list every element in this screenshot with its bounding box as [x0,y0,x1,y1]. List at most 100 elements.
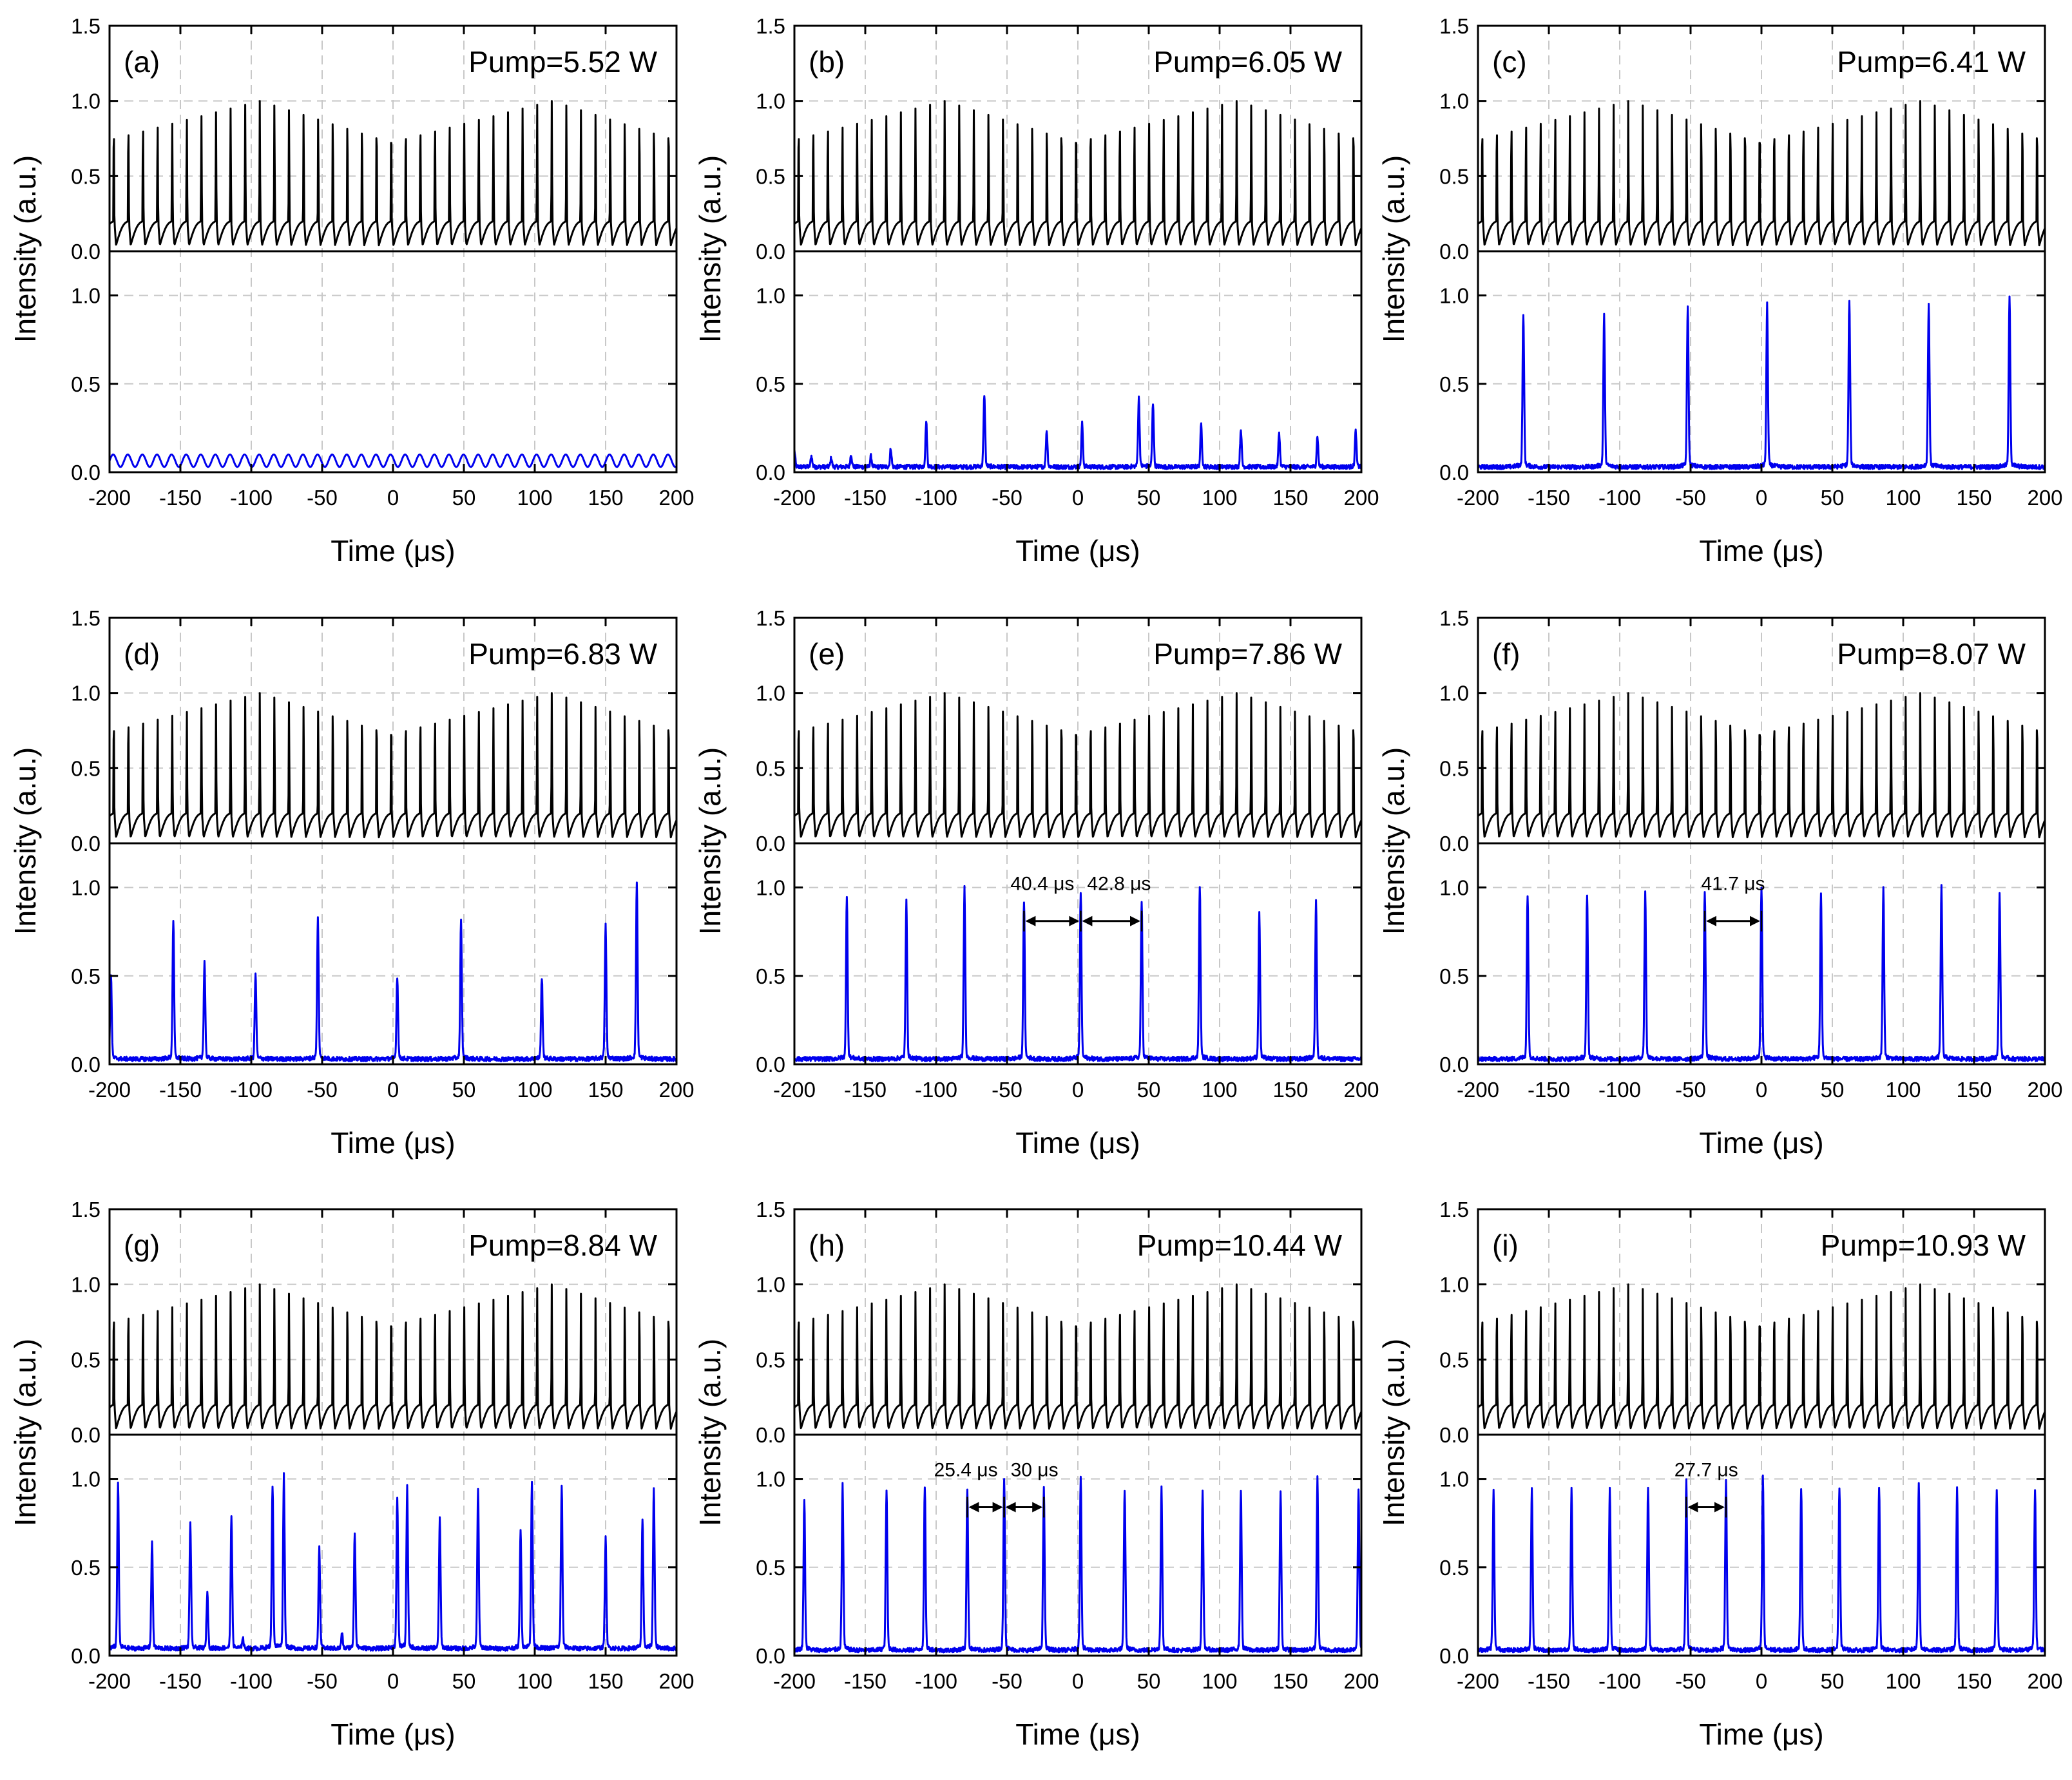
panel-e: 40.4 μs 42.8 μs -200 -150 -100 -50 0 50 100 150 20… [693,606,1379,1160]
y-tick-label-bottom: 1.0 [71,1468,101,1491]
panel-letter: (d) [124,637,160,671]
x-tick-label: -150 [1528,486,1570,510]
x-tick-label: 150 [1272,1669,1308,1693]
x-tick-label: -200 [88,486,131,510]
x-tick-label: 200 [1343,1078,1379,1102]
x-tick-label: -50 [307,1669,338,1693]
x-tick-label: 0 [1756,486,1767,510]
x-tick-label: 0 [387,486,399,510]
x-tick-label: 200 [658,486,694,510]
measurement-arrowhead [1130,915,1140,926]
bottom-trace-series [1477,1474,2046,1654]
y-tick-label-top: 1.0 [71,1273,101,1297]
y-tick-label-bottom: 1.0 [756,876,785,900]
x-tick-label: 200 [2027,1669,2062,1693]
y-tick-label-top: 0.5 [71,164,101,188]
y-tick-label-bottom: 0.0 [71,461,101,484]
measurement-arrowhead [1706,915,1716,926]
y-tick-label-top: 0.0 [71,832,101,856]
pump-annotation: Pump=8.84 W [468,1229,657,1262]
measurement-arrowhead [1714,1502,1725,1513]
x-tick-label: 200 [1343,1669,1379,1693]
x-tick-label: 0 [1072,1669,1084,1693]
y-tick-label-bottom: 0.0 [71,1053,101,1077]
y-tick-label-top: 1.5 [756,14,785,38]
y-tick-label-top: 0.0 [756,832,785,856]
y-tick-label-bottom: 1.0 [1439,1468,1469,1491]
x-tick-label: 0 [1756,1669,1767,1693]
measurement-arrowhead [1032,1502,1043,1513]
x-tick-label: 50 [1137,1669,1161,1693]
top-trace-series [793,100,1363,247]
x-tick-label: -100 [1598,1669,1641,1693]
y-axis-title: Intensity (a.u.) [693,747,727,935]
y-tick-label-bottom: 0.5 [71,964,101,988]
top-trace-series [1477,692,2046,839]
measurement-arrowhead [1025,915,1036,926]
measurement-arrowhead [968,1502,979,1513]
x-tick-label: -150 [159,486,202,510]
x-tick-label: 100 [1202,1078,1237,1102]
y-tick-label-top: 1.0 [71,90,101,113]
y-axis-title: Intensity (a.u.) [693,1339,727,1526]
y-axis-title: Intensity (a.u.) [8,1339,42,1526]
y-tick-label-bottom: 1.0 [756,1468,785,1491]
x-tick-label: -100 [230,486,273,510]
y-tick-label-bottom: 0.0 [756,461,785,484]
y-tick-label-top: 1.0 [756,90,785,113]
y-tick-label-bottom: 1.0 [1439,876,1469,900]
y-tick-label-bottom: 1.0 [1439,284,1469,308]
top-trace-series [1477,1283,2046,1430]
x-tick-label: 0 [1072,486,1084,510]
y-tick-label-top: 1.0 [1439,682,1469,705]
y-tick-label-top: 1.0 [1439,1273,1469,1297]
x-tick-label: -200 [773,486,816,510]
y-tick-label-top: 1.5 [756,606,785,630]
y-tick-label-top: 0.5 [756,164,785,188]
x-axis-title: Time (μs) [1015,1126,1140,1160]
x-tick-label: 150 [1956,1669,1991,1693]
panel-letter: (i) [1492,1229,1519,1262]
x-tick-label: -50 [1675,1669,1706,1693]
measurement-arrowhead [1082,915,1093,926]
x-tick-label: -100 [915,486,957,510]
x-tick-label: 100 [1202,486,1237,510]
panel-letter: (g) [124,1229,160,1262]
x-tick-label: -100 [230,1078,273,1102]
x-tick-label: -50 [992,486,1022,510]
x-tick-label: -50 [307,1078,338,1102]
measurement-label: 25.4 μs [934,1460,998,1481]
x-axis-title: Time (μs) [331,534,455,568]
panel-letter: (a) [124,45,160,79]
top-trace-series [108,100,678,247]
x-tick-label: -100 [915,1078,957,1102]
x-tick-label: 50 [1821,1078,1845,1102]
pump-annotation: Pump=10.44 W [1137,1229,1343,1262]
measurement-label: 27.7 μs [1674,1460,1738,1481]
x-tick-label: 150 [1956,486,1991,510]
x-tick-label: -50 [307,486,338,510]
x-axis-title: Time (μs) [331,1126,455,1160]
y-tick-label-top: 0.5 [1439,1348,1469,1372]
bottom-trace-series [793,1475,1363,1654]
panel-d: -200 -150 -100 -50 0 50 100 150 200 0.0 0.5 1.0 1.5 0… [8,606,695,1160]
x-tick-label: 50 [1821,486,1845,510]
panel-letter: (e) [809,637,845,671]
x-axis-title: Time (μs) [1699,1126,1823,1160]
x-tick-label: 150 [1272,1078,1308,1102]
measurement-label: 40.4 μs [1010,874,1074,895]
x-tick-label: -200 [1457,486,1499,510]
y-tick-label-bottom: 0.0 [756,1053,785,1077]
measurement-arrowhead [1005,1502,1016,1513]
panel-h: 25.4 μs 30 μs -200 -150 -100 -50 0 50 100 150 200 0… [693,1198,1379,1751]
x-tick-label: -50 [1675,1078,1706,1102]
x-tick-label: 0 [387,1669,399,1693]
x-tick-label: 100 [517,1078,552,1102]
y-axis-title: Intensity (a.u.) [693,155,727,343]
bottom-trace-series [1477,884,2046,1062]
x-tick-label: 50 [1137,486,1161,510]
measurement-arrowhead [992,1502,1003,1513]
x-tick-label: -200 [88,1669,131,1693]
x-tick-label: 200 [658,1669,694,1693]
y-tick-label-top: 0.5 [71,1348,101,1372]
